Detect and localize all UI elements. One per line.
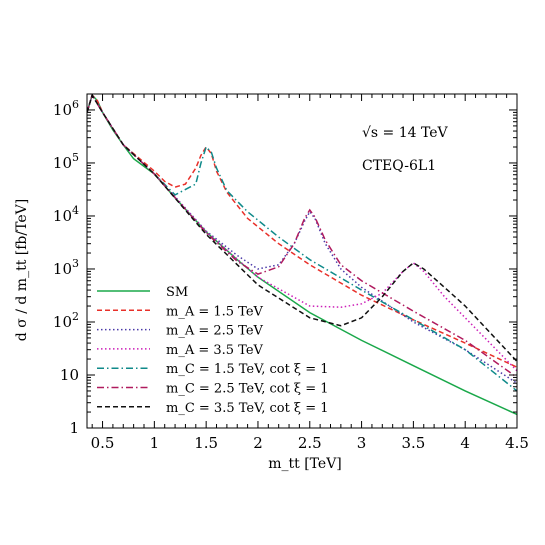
- y-tick-label: 1: [69, 419, 79, 437]
- x-tick-label: 3: [357, 434, 367, 452]
- plot-frame: [86, 93, 518, 429]
- x-tick-label: 1: [150, 434, 160, 452]
- x-tick-label: 3.5: [401, 434, 425, 452]
- x-tick-label: 1.5: [194, 434, 218, 452]
- y-tick-label: 103: [53, 257, 79, 278]
- y-axis-label: d σ / d m_tt [fb/TeV]: [14, 199, 30, 341]
- legend-label: m_C = 2.5 TeV, cot ξ = 1: [166, 382, 329, 397]
- x-tick-label: 0.5: [91, 434, 115, 452]
- legend: SM m_A = 1.5 TeV m_A = 2.5 TeV m_A = 3.5 Te…: [97, 285, 329, 416]
- series-line-2: [87, 94, 517, 384]
- ticks-layer: 0.5 1 1.5 2 2.5 3 3.5 4 4.5 1 10 102 103 104 105 106: [53, 93, 529, 452]
- y-tick-label: 106: [53, 98, 79, 119]
- series-line-6: [87, 94, 517, 362]
- x-tick-label: 4.5: [505, 434, 529, 452]
- legend-label: m_A = 2.5 TeV: [166, 324, 264, 339]
- legend-label: m_C = 1.5 TeV, cot ξ = 1: [166, 362, 329, 377]
- y-tick-label: 102: [53, 310, 79, 331]
- series-line-3: [87, 94, 517, 372]
- y-tick-label: 104: [53, 204, 79, 225]
- series-line-4: [87, 94, 517, 392]
- series-layer: [87, 94, 517, 416]
- series-line-5: [87, 94, 517, 379]
- legend-label: SM: [166, 285, 188, 300]
- series-line-1: [87, 94, 517, 368]
- y-tick-label: 105: [53, 151, 79, 172]
- legend-label: m_A = 3.5 TeV: [166, 343, 264, 358]
- legend-label: m_A = 1.5 TeV: [166, 304, 264, 319]
- x-tick-label: 4: [460, 434, 470, 452]
- y-tick-label: 10: [60, 366, 79, 384]
- legend-label: m_C = 3.5 TeV, cot ξ = 1: [166, 401, 329, 416]
- annotation-pdf: CTEQ-6L1: [362, 158, 436, 174]
- x-tick-label: 2.5: [298, 434, 322, 452]
- annotation-energy: √s = 14 TeV: [362, 125, 449, 141]
- x-tick-label: 2: [253, 434, 263, 452]
- x-axis-label: m_tt [TeV]: [268, 456, 342, 472]
